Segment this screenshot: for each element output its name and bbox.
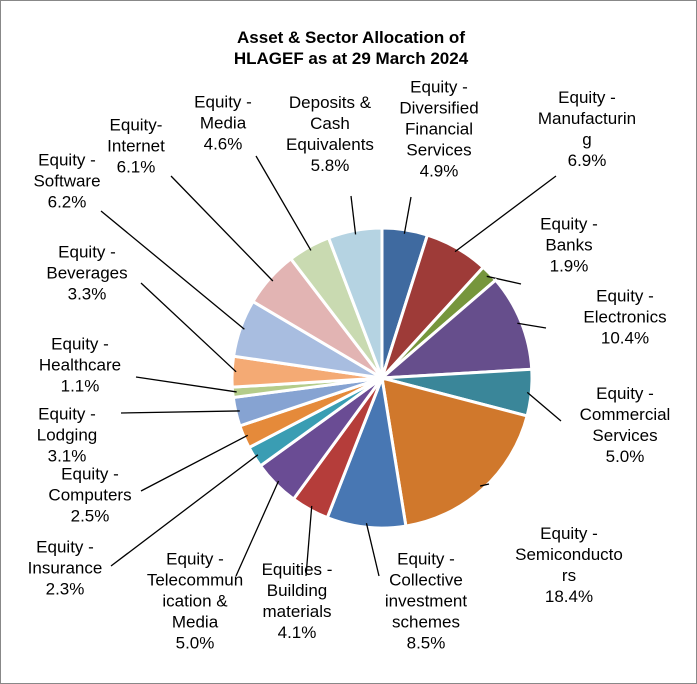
value-label: 4.1% <box>277 623 317 642</box>
leader-line <box>170 175 274 282</box>
category-label: Equity - Beverages <box>46 242 128 283</box>
category-label: Equity - Healthcare <box>38 334 122 375</box>
value-label: 8.5% <box>406 633 446 653</box>
value-label: 6.9% <box>567 151 607 170</box>
slice-label: Equity - Semiconductors 18.4% <box>514 523 624 607</box>
category-label: Equities - Building materials <box>261 560 333 621</box>
leader-line <box>140 282 237 373</box>
leader-line <box>486 275 522 285</box>
leader-line <box>403 196 412 234</box>
value-label: 18.4% <box>544 587 594 606</box>
category-label: Equity - Semiconductors <box>515 524 623 585</box>
slice-label: Equity - Banks 1.9% <box>529 214 609 277</box>
slice-label: Equity - Computers 2.5% <box>35 464 145 527</box>
value-label: 4.9% <box>419 161 459 181</box>
slice-label: Equity - Electronics 10.4% <box>570 286 680 349</box>
value-label: 6.2% <box>47 192 87 212</box>
leader-line <box>135 376 237 393</box>
leader-line <box>480 483 490 487</box>
slice-label: Equity - Collective investment schemes 8.… <box>361 549 491 654</box>
pie-slice <box>380 375 529 528</box>
leader-line <box>140 434 249 492</box>
leader-line <box>454 175 557 253</box>
leader-line <box>110 454 259 567</box>
value-label: 1.9% <box>549 256 589 276</box>
category-label: Equity - Insurance <box>27 537 103 578</box>
category-label: Equity - Commercial Services <box>579 384 671 445</box>
leader-line <box>365 523 380 577</box>
slice-label: Equity - Insurance 2.3% <box>20 537 110 600</box>
value-label: 4.6% <box>203 134 243 154</box>
category-label: Equity - Banks <box>540 214 598 255</box>
leader-line <box>255 155 312 251</box>
value-label: 6.1% <box>116 157 156 177</box>
slice-label: Equity - Lodging 3.1% <box>22 404 112 467</box>
category-label: Equity - Computers <box>48 464 132 505</box>
category-label: Equity - Media <box>194 92 252 133</box>
slice-label: Equity - Manufacturing 6.9% <box>537 87 637 171</box>
chart-title: Asset & Sector Allocation of HLAGEF as a… <box>233 28 469 68</box>
value-label: 10.4% <box>600 328 650 348</box>
value-label: 1.1% <box>60 376 100 396</box>
leader-line <box>305 505 313 577</box>
value-label: 3.1% <box>47 446 87 466</box>
slice-label: Equity - Commercial Services 5.0% <box>560 383 690 467</box>
leader-line <box>120 410 240 414</box>
slice-label: Equity - Healthcare 1.1% <box>25 334 135 397</box>
value-label: 5.0% <box>175 633 215 653</box>
category-label: Equity - Lodging <box>36 404 98 445</box>
category-label: Equity-Internet <box>107 115 165 156</box>
slice-label: Equity - Media 4.6% <box>183 92 263 155</box>
category-label: Equity - Collective investment schemes <box>384 549 468 632</box>
slice-label: Equity - Diversified Financial Services 4… <box>379 77 499 182</box>
category-label: Deposits & Cash Equivalents <box>286 93 374 154</box>
category-label: Equity - Software <box>33 150 101 191</box>
category-label: Equity - Diversified Financial Services <box>399 77 479 160</box>
slice-label: Equity - Telecommunication & Media 5.0% <box>145 549 245 654</box>
slice-label: Equities - Building materials 4.1% <box>242 559 352 643</box>
leader-line <box>526 391 562 422</box>
slice-label: Equity-Internet 6.1% <box>96 115 176 178</box>
value-label: 5.8% <box>310 156 350 175</box>
pie-slice <box>377 278 534 380</box>
leader-line <box>100 210 245 330</box>
slice-label: Deposits & Cash Equivalents 5.8% <box>280 92 380 176</box>
slice-label: Equity - Software 6.2% <box>17 150 117 213</box>
value-label: 2.5% <box>70 506 110 526</box>
value-label: 3.3% <box>67 284 107 304</box>
value-label: 2.3% <box>45 579 85 599</box>
category-label: Equity - Telecommunication & Media <box>146 549 244 632</box>
leader-line <box>235 480 280 577</box>
value-label: 5.0% <box>605 447 645 466</box>
leader-line <box>517 322 547 329</box>
slice-label: Equity - Beverages 3.3% <box>32 242 142 305</box>
category-label: Equity - Manufacturing <box>537 88 637 149</box>
category-label: Equity - Electronics <box>583 286 667 327</box>
leader-line <box>350 195 357 235</box>
